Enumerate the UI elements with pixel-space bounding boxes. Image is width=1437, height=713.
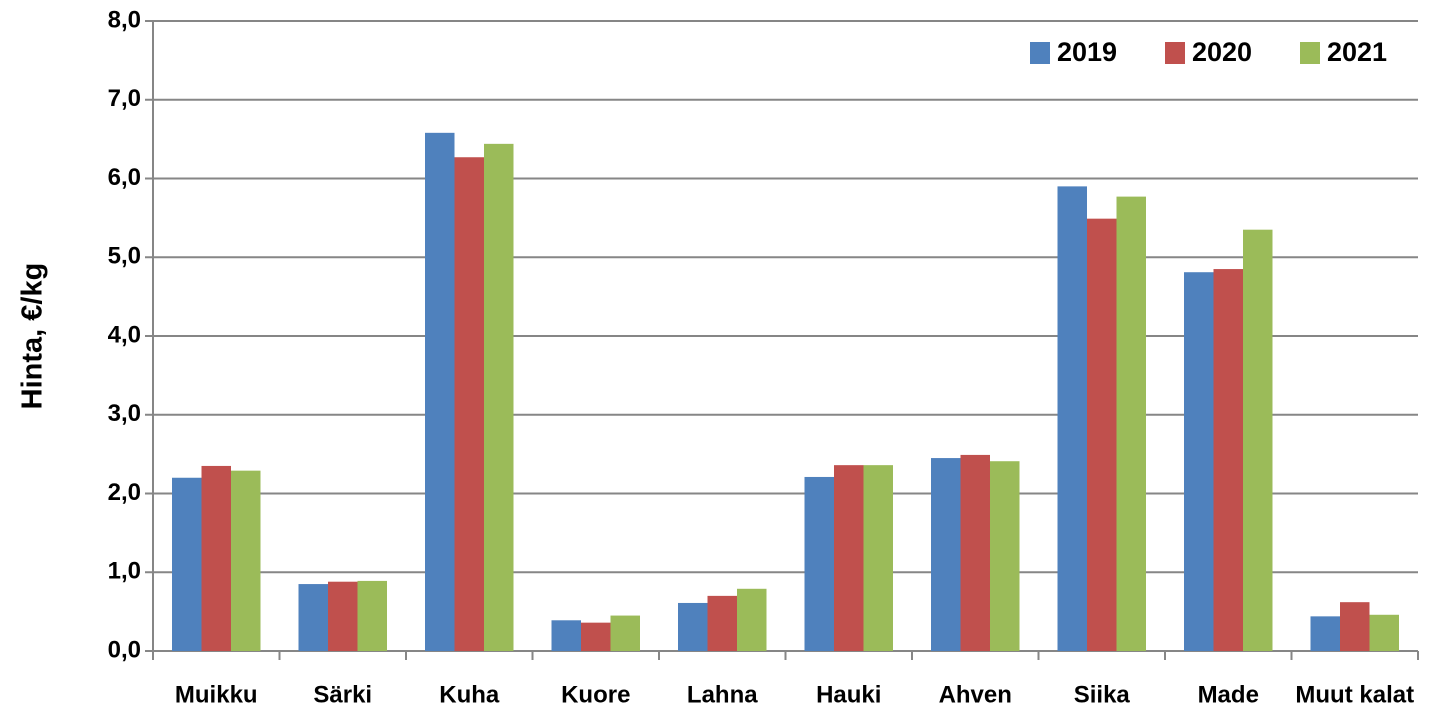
legend-label: 2021 [1327, 37, 1387, 67]
y-tick-label: 1,0 [108, 558, 141, 585]
x-tick-label: Kuore [561, 681, 630, 708]
annotation: -2 % [188, 0, 244, 1]
x-tick-label: Muikku [175, 681, 258, 708]
bar [1340, 602, 1370, 651]
bar [1116, 196, 1146, 652]
annotation: - 25 % [1316, 0, 1394, 1]
legend-swatch [1300, 42, 1320, 64]
annotation: +1 % [312, 0, 374, 1]
bar [231, 470, 261, 651]
x-tick-label: Ahven [939, 681, 1012, 708]
bar [1087, 218, 1117, 651]
bar [960, 454, 990, 651]
bar [172, 477, 202, 651]
x-tick-label: Särki [313, 681, 372, 708]
bar [1310, 616, 1340, 651]
x-tick-label: Lahna [687, 681, 758, 708]
annotation: + 13 % [680, 0, 765, 1]
annotation: +3 % [438, 0, 500, 1]
y-tick-label: 2,0 [108, 479, 141, 506]
bar [931, 458, 961, 651]
annotation: +24 % [557, 0, 634, 1]
y-tick-label: 6,0 [108, 164, 141, 191]
annotation: 0 % [825, 0, 872, 1]
bar [551, 620, 581, 651]
legend-label: 2020 [1192, 37, 1252, 67]
annotation: - 3 % [944, 0, 1007, 1]
x-tick-label: Muut kalat [1295, 681, 1414, 708]
bar [1057, 186, 1087, 651]
bar [1213, 269, 1243, 651]
bar [678, 602, 708, 651]
bar [201, 465, 231, 651]
bar [804, 476, 834, 651]
bar [1184, 272, 1214, 651]
bar [834, 465, 864, 651]
bar [328, 581, 358, 651]
bar [990, 461, 1020, 651]
y-tick-label: 0,0 [108, 636, 141, 663]
bar [610, 615, 640, 651]
x-tick-label: Hauki [816, 681, 881, 708]
annotation: + 10 % [1186, 0, 1271, 1]
y-tick-label: 4,0 [108, 321, 141, 348]
bar [298, 584, 328, 651]
bar [581, 622, 611, 651]
bar [484, 143, 514, 651]
legend-swatch [1165, 42, 1185, 64]
bar [425, 132, 455, 651]
y-tick-label: 3,0 [108, 400, 141, 427]
x-tick-label: Kuha [439, 681, 500, 708]
y-axis-label: Hinta, €/kg [17, 263, 49, 410]
bar [863, 465, 893, 651]
annotation: +5 % [1071, 0, 1133, 1]
bar [454, 157, 484, 652]
legend-label: 2019 [1057, 37, 1117, 67]
x-tick-label: Siika [1074, 681, 1131, 708]
bar [737, 588, 767, 651]
y-tick-label: 7,0 [108, 85, 141, 112]
legend-swatch [1030, 42, 1050, 64]
bar [1369, 614, 1399, 651]
bar [1243, 229, 1273, 651]
x-tick-label: Made [1198, 681, 1259, 708]
bar [707, 595, 737, 651]
bar [357, 580, 387, 651]
y-tick-label: 5,0 [108, 243, 141, 270]
y-tick-label: 8,0 [108, 6, 141, 33]
